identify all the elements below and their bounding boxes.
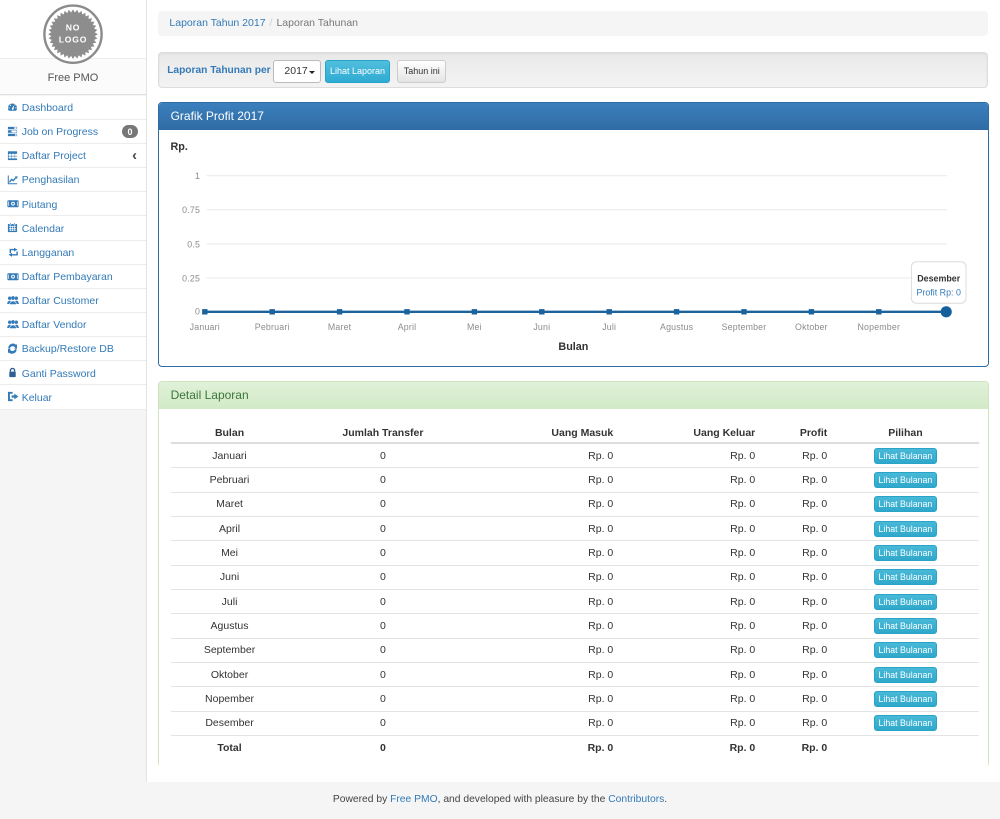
svg-text:Oktober: Oktober <box>795 322 828 332</box>
svg-text:Desember: Desember <box>918 273 961 283</box>
svg-text:0.75: 0.75 <box>183 205 201 215</box>
svg-text:NO: NO <box>66 23 81 33</box>
svg-text:Juli: Juli <box>603 322 617 332</box>
svg-text:0.5: 0.5 <box>188 239 201 249</box>
svg-text:Januari: Januari <box>190 322 220 332</box>
svg-text:0.25: 0.25 <box>183 273 201 283</box>
svg-text:LOGO: LOGO <box>59 35 88 45</box>
svg-text:April: April <box>398 322 417 332</box>
svg-text:September: September <box>722 322 767 332</box>
svg-text:Juni: Juni <box>534 322 551 332</box>
svg-text:Agustus: Agustus <box>660 322 694 332</box>
svg-text:0: 0 <box>195 306 200 316</box>
svg-text:Pebruari: Pebruari <box>255 322 290 332</box>
svg-text:Mei: Mei <box>467 322 482 332</box>
svg-text:Profit Rp: 0: Profit Rp: 0 <box>917 287 961 297</box>
svg-text:Maret: Maret <box>328 322 352 332</box>
svg-text:1: 1 <box>195 171 200 181</box>
svg-text:Nopember: Nopember <box>858 322 901 332</box>
